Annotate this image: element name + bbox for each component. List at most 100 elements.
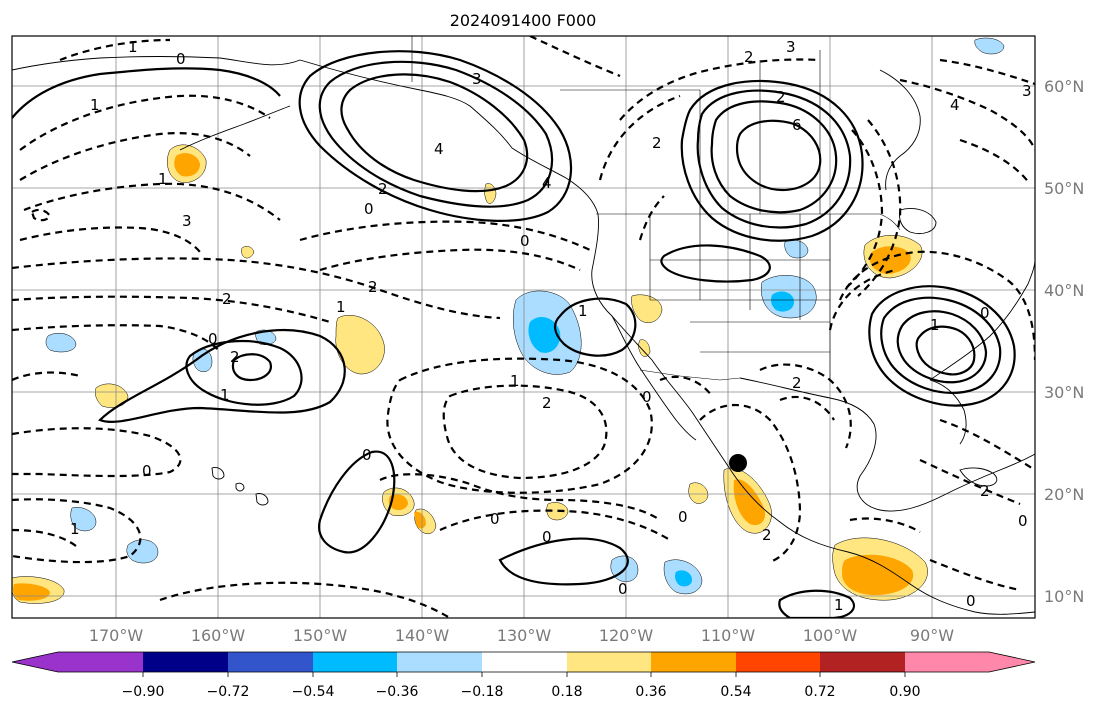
contour-label: 2 — [980, 482, 990, 500]
contour-line — [899, 78, 1035, 151]
contour-label: 3 — [472, 70, 482, 88]
colorbar-min-extend — [12, 652, 58, 672]
contour-line — [318, 450, 396, 554]
contour-line — [868, 285, 1016, 407]
lat-label: 20°N — [1044, 485, 1084, 504]
colorbar-segment — [905, 652, 989, 672]
contour-line — [298, 50, 573, 222]
lon-label: 150°W — [293, 626, 348, 645]
contour-label: 0 — [618, 580, 628, 598]
lon-label: 130°W — [497, 626, 552, 645]
light-blue-region — [45, 333, 77, 353]
contour-label: 0 — [364, 200, 374, 218]
contour-label: 0 — [542, 528, 552, 546]
contour-label: 0 — [642, 388, 652, 406]
storm-center-marker — [729, 454, 747, 472]
contour-line — [498, 537, 629, 586]
cyan-region — [675, 570, 692, 587]
positive-contours — [12, 50, 1016, 618]
contour-line — [319, 248, 581, 272]
contour-label: 1 — [578, 302, 588, 320]
contour-line — [19, 94, 271, 151]
contour-labels: 0 1 1 3 1 4 3 4 2 0 0 2 2 1 0 1 0 1 2 0 … — [70, 38, 1032, 614]
contour-line — [660, 244, 771, 283]
great-lakes — [899, 208, 937, 234]
light-blue-region — [784, 239, 809, 259]
us-mexico-border — [639, 369, 741, 381]
colorbar-max-extend — [989, 652, 1035, 672]
gulf-of-mexico-coast — [739, 377, 1035, 512]
contour-label: 0 — [490, 510, 500, 528]
shaded-regions — [12, 37, 1005, 604]
contour-label: 0 — [678, 508, 688, 526]
colorbar-ticks — [142, 672, 906, 677]
contour-line — [939, 418, 1035, 471]
contour-label: 3 — [182, 212, 192, 230]
lon-label: 120°W — [599, 626, 654, 645]
colorbar-tick-label: 0.72 — [804, 684, 835, 700]
contour-label: 1 — [90, 96, 100, 114]
contour-line — [896, 310, 988, 384]
contour-label: 4 — [434, 140, 444, 158]
alaska-coast — [12, 56, 301, 71]
contour-label: 4 — [950, 96, 960, 114]
orange-region — [842, 554, 914, 596]
contour-line — [30, 208, 52, 222]
contour-line — [12, 67, 281, 119]
colorbar-segment — [651, 652, 736, 672]
contour-line — [340, 73, 529, 193]
florida-coast — [929, 379, 967, 445]
lon-label: 100°W — [803, 626, 858, 645]
contour-line — [696, 89, 852, 229]
contour-line — [12, 295, 331, 324]
colorbar-segment — [482, 652, 567, 672]
aleutian-chain — [179, 105, 291, 151]
contour-line — [680, 79, 864, 242]
colorbar-segment — [567, 652, 651, 672]
light-blue-region — [126, 539, 159, 564]
contour-line — [379, 473, 661, 521]
colorbar-segment — [228, 652, 313, 672]
colorbar-tick-label: 0.18 — [551, 684, 582, 700]
colorbar-tick-label: −0.72 — [207, 684, 250, 700]
graticule — [12, 36, 1035, 618]
yellow-region — [484, 183, 497, 204]
contour-line — [710, 100, 838, 214]
contour-line — [735, 119, 822, 192]
contour-line — [439, 509, 671, 541]
contour-line — [12, 371, 81, 382]
colorbar-outline — [11, 651, 1036, 673]
contour-label: 3 — [1022, 82, 1032, 100]
contour-label: 0 — [142, 462, 152, 480]
yellow-region — [335, 314, 385, 375]
hawaii-islands — [211, 467, 269, 506]
light-blue-region — [70, 507, 97, 532]
colorbar-tick-label: 0.54 — [720, 684, 751, 700]
contour-line — [959, 138, 1031, 185]
contour-line — [386, 357, 653, 494]
contour-label: 0 — [980, 304, 990, 322]
colorbar-tick-label: −0.18 — [461, 684, 504, 700]
lon-label: 110°W — [701, 626, 756, 645]
contour-line — [529, 36, 621, 78]
caribbean-islands — [959, 467, 998, 487]
orange-region — [869, 246, 911, 274]
north-america-coast — [299, 59, 1035, 615]
map-frame — [11, 35, 1036, 619]
contour-label: 1 — [158, 170, 168, 188]
contour-label: 2 — [762, 526, 772, 544]
east-coast — [929, 259, 1035, 381]
contour-label: 1 — [510, 372, 520, 390]
contour-label: 2 — [230, 348, 240, 366]
lon-label: 160°W — [191, 626, 246, 645]
contour-line — [12, 324, 221, 353]
contour-line — [778, 589, 855, 618]
latitude-labels: 60°N 50°N 40°N 30°N 20°N 10°N — [1044, 77, 1084, 606]
contour-label: 1 — [834, 596, 844, 614]
contour-label: 0 — [208, 330, 218, 348]
hudson-bay-coast — [879, 69, 921, 191]
contour-line — [12, 528, 77, 547]
contour-label: 4 — [542, 174, 552, 192]
contour-label: 2 — [776, 88, 786, 106]
contour-line — [299, 220, 591, 251]
